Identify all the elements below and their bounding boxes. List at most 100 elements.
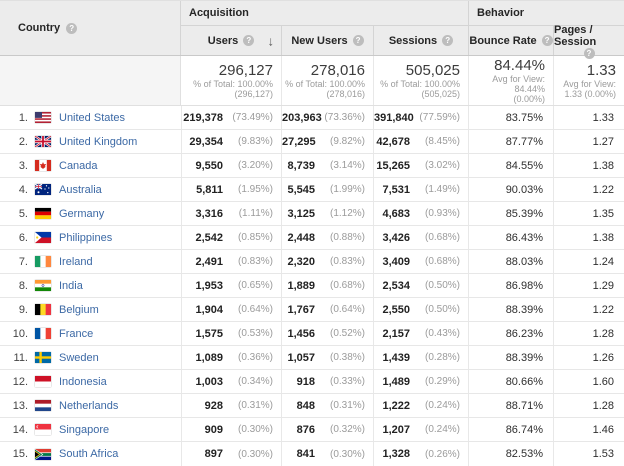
users-percent: (0.64%) (237, 304, 273, 315)
country-cell: 15. South Africa (0, 442, 181, 466)
users-cell: 9,550 (3.20%) (181, 154, 281, 177)
new-users-cell: 1,456 (0.52%) (281, 322, 373, 345)
help-icon[interactable]: ? (541, 35, 553, 46)
table-row: 4. Australia 5,811 (1.95%) 5,545 (1.99%)… (0, 178, 624, 202)
help-icon[interactable]: ? (583, 48, 595, 59)
group-header-behavior: Behavior (468, 1, 624, 26)
new-users-percent: (1.12%) (329, 208, 365, 219)
pages-session-value: 1.53 (553, 442, 624, 466)
users-value: 219,378 (183, 111, 223, 124)
column-header-bounce-rate[interactable]: Bounce Rate ? (468, 26, 553, 55)
country-link[interactable]: United States (59, 111, 126, 124)
new-users-cell: 876 (0.32%) (281, 418, 373, 441)
sessions-value: 391,840 (374, 111, 414, 124)
sort-descending-icon[interactable]: ↓ (267, 33, 275, 48)
users-cell: 909 (0.30%) (181, 418, 281, 441)
country-cell: 10. France (0, 322, 181, 345)
country-link[interactable]: United Kingdom (59, 135, 138, 148)
column-header-users[interactable]: Users ? ↓ (181, 26, 281, 55)
country-flag-icon (35, 256, 51, 267)
column-header-sessions[interactable]: Sessions ? (373, 26, 468, 55)
country-link[interactable]: France (59, 327, 94, 340)
new-users-value: 3,125 (287, 207, 315, 220)
new-users-value: 203,963 (282, 111, 322, 124)
bounce-rate-value: 80.66% (468, 370, 553, 393)
users-value: 29,354 (189, 135, 223, 148)
help-icon[interactable]: ? (243, 35, 255, 46)
new-users-cell: 1,889 (0.68%) (281, 274, 373, 297)
pages-session-value: 1.46 (553, 418, 624, 441)
sessions-value: 1,207 (382, 423, 410, 436)
users-percent: (0.65%) (237, 280, 273, 291)
country-link[interactable]: Philippines (59, 231, 113, 244)
sessions-value: 1,439 (382, 351, 410, 364)
sessions-value: 3,409 (382, 255, 410, 268)
row-rank: 7. (18, 255, 28, 268)
new-users-percent: (0.83%) (329, 256, 365, 267)
totals-sessions-subtext: % of Total: 100.00% (380, 79, 460, 89)
users-value: 909 (204, 423, 223, 436)
country-link[interactable]: Canada (59, 159, 98, 172)
country-flag-icon (35, 232, 51, 243)
bounce-rate-value: 88.39% (468, 298, 553, 321)
country-link[interactable]: Ireland (59, 255, 93, 268)
users-cell: 1,575 (0.53%) (181, 322, 281, 345)
totals-pages-session-value: 1.33 (586, 62, 616, 79)
row-rank: 5. (18, 207, 28, 220)
table-row: 1. United States 219,378 (73.49%) 203,96… (0, 106, 624, 130)
country-link[interactable]: Belgium (59, 303, 99, 316)
totals-new-users-subtext: % of Total: 100.00% (285, 79, 365, 89)
country-link[interactable]: Netherlands (59, 399, 119, 412)
column-header-new-users[interactable]: New Users ? (281, 26, 373, 55)
pages-session-value: 1.28 (553, 322, 624, 345)
country-flag-icon (35, 328, 51, 339)
country-link[interactable]: South Africa (59, 448, 119, 460)
country-link[interactable]: Indonesia (59, 375, 107, 388)
country-link[interactable]: Australia (59, 183, 102, 196)
users-percent: (1.95%) (237, 184, 273, 195)
table-row: 3. Canada 9,550 (3.20%) 8,739 (3.14%) 15… (0, 154, 624, 178)
country-cell: 3. Canada (0, 154, 181, 177)
country-flag-icon (35, 184, 51, 195)
column-header-country[interactable]: Country ? (0, 1, 181, 55)
pages-session-value: 1.38 (553, 226, 624, 249)
table-row: 8. India 1,953 (0.65%) 1,889 (0.68%) 2,5… (0, 274, 624, 298)
users-percent: (9.83%) (237, 136, 273, 147)
table-row: 10. France 1,575 (0.53%) 1,456 (0.52%) 2… (0, 322, 624, 346)
sessions-cell: 3,409 (0.68%) (373, 250, 468, 273)
totals-users: 296,127 % of Total: 100.00% (296,127) (181, 56, 281, 105)
country-link[interactable]: Singapore (59, 423, 110, 436)
country-link[interactable]: India (59, 279, 83, 292)
country-cell: 9. Belgium (0, 298, 181, 321)
sessions-percent: (0.29%) (424, 376, 460, 387)
sessions-cell: 2,534 (0.50%) (373, 274, 468, 297)
users-header-label: Users (207, 34, 239, 47)
help-icon[interactable]: ? (352, 35, 364, 46)
users-value: 3,316 (195, 207, 223, 220)
users-value: 928 (204, 399, 223, 412)
users-percent: (0.83%) (237, 256, 273, 267)
row-rank: 2. (18, 135, 28, 148)
bounce-rate-header-label: Bounce Rate (469, 34, 537, 47)
country-cell: 1. United States (0, 106, 181, 129)
sessions-cell: 2,157 (0.43%) (373, 322, 468, 345)
row-rank: 14. (12, 423, 28, 436)
sessions-percent: (0.68%) (424, 232, 460, 243)
acquisition-label: Acquisition (189, 7, 249, 19)
table-row: 2. United Kingdom 29,354 (9.83%) 27,295 … (0, 130, 624, 154)
country-link[interactable]: Germany (59, 207, 105, 220)
help-icon[interactable]: ? (442, 35, 454, 46)
sessions-value: 2,550 (382, 303, 410, 316)
users-value: 9,550 (195, 159, 223, 172)
totals-pages-session-subtext: Avg for View: (563, 79, 616, 89)
bounce-rate-value: 84.55% (468, 154, 553, 177)
country-link[interactable]: Sweden (59, 351, 99, 364)
new-users-percent: (0.52%) (329, 328, 365, 339)
users-cell: 1,003 (0.34%) (181, 370, 281, 393)
totals-users-subtext2: (296,127) (234, 89, 273, 99)
totals-new-users: 278,016 % of Total: 100.00% (278,016) (281, 56, 373, 105)
help-icon[interactable]: ? (66, 22, 78, 34)
row-rank: 10. (12, 327, 28, 340)
column-header-pages-session[interactable]: Pages / Session ? (553, 24, 624, 59)
